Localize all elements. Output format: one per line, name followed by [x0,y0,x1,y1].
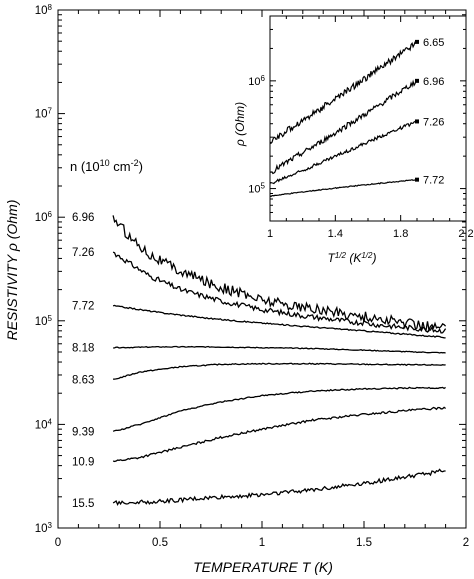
inset-y-axis-title: ρ (Ohm) [233,102,247,147]
inset-x-tick-label: 1.8 [393,228,408,240]
series-label: 7.72 [72,301,94,313]
inset-series-line-6.65 [269,40,418,145]
inset-series-label: 6.65 [423,37,444,49]
inset-frame [269,15,467,222]
y-tick-label: 105 [35,313,53,328]
y-tick-label: 104 [35,417,53,432]
inset-y-tick-label: 105 [248,181,265,196]
x-tick-label: 0 [55,537,61,549]
x-axis-title: TEMPERATURE T (K) [193,559,333,575]
series-label: 8.63 [72,375,94,387]
legend-title: n (1010 cm-2) [70,158,143,174]
inset-series-endpoint [415,119,419,124]
y-tick-label: 108 [35,3,53,18]
x-tick-label: 2 [463,537,469,549]
series-label: 7.26 [72,247,94,259]
series-line-7.26 [112,251,447,334]
y-tick-label: 106 [35,210,53,225]
inset-series-endpoint [415,39,419,44]
inset-series-endpoint [415,177,419,182]
inset-series-endpoint [415,78,419,83]
inset-y-tick-label: 106 [248,73,265,88]
inset-x-tick-label: 2.2 [458,228,473,240]
x-tick-label: 1.5 [356,537,372,549]
series-label: 10.9 [72,456,94,468]
series-line-6.96 [112,215,447,333]
inset-series-label: 6.96 [423,76,444,88]
series-line-15.5 [112,468,446,506]
series-label: 9.39 [72,427,94,439]
y-axis-title: RESISTIVITY ρ (Ohm) [4,200,20,341]
inset-x-tick-label: 1.4 [328,228,343,240]
series-label: 15.5 [72,498,94,510]
series-line-8.18 [113,345,446,354]
series-line-7.72 [112,304,446,339]
inset-series-line-7.26 [269,119,418,185]
inset-x-tick-label: 1 [267,228,273,240]
y-tick-label: 103 [35,521,53,536]
inset-x-axis-title: T1/2 (K1/2) [328,251,377,266]
inset-series-line-6.96 [269,79,418,175]
inset-series-line-7.72 [269,178,418,198]
inset-plot: 1 1.4 1.8 2.2 105 106 6.65 6.96 7.26 7.72 [248,15,474,240]
inset-series-label: 7.72 [423,175,444,187]
x-tick-label: 1 [259,537,265,549]
inset-series-label: 7.26 [423,116,444,128]
main-plot: 0 0.5 1 1.5 2 103 104 105 106 107 108 6.96 7.26 7.72 8… [35,3,469,550]
x-tick-label: 0.5 [152,537,168,549]
series-label: 6.96 [72,212,94,224]
series-label: 8.18 [72,343,94,355]
series-line-8.63 [113,362,446,380]
series-line-10.9 [112,406,447,463]
y-tick-label: 107 [35,106,53,121]
series-line-9.39 [112,386,446,432]
